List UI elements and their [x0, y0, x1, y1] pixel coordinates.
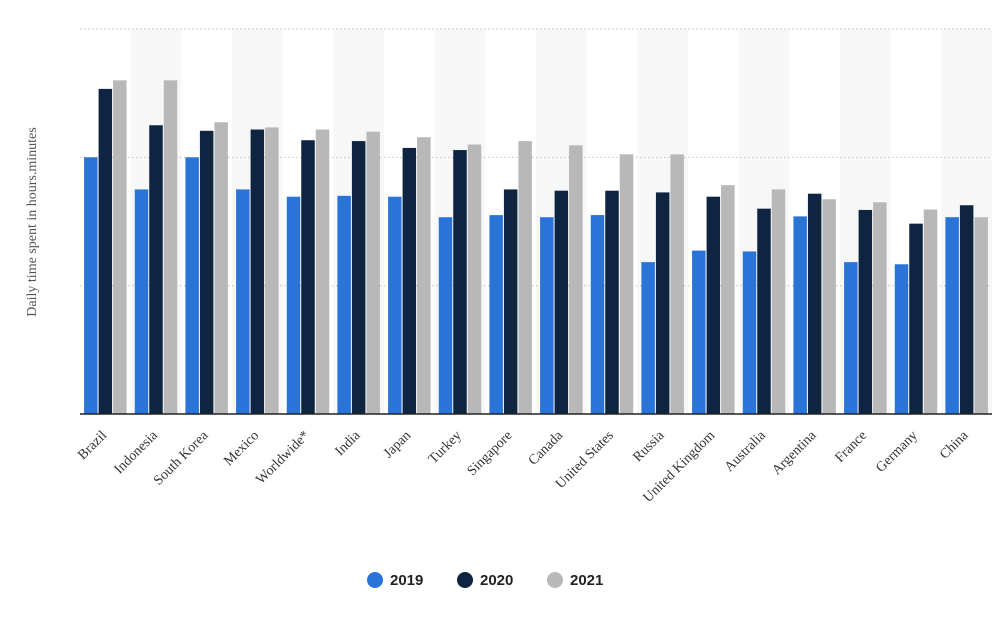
- bar-2019[interactable]: [945, 217, 959, 414]
- bar-2019[interactable]: [185, 157, 199, 415]
- bar-2019[interactable]: [742, 251, 757, 414]
- bar-2019[interactable]: [388, 196, 402, 414]
- x-tick-label: Mexico: [221, 428, 262, 469]
- bar-2020[interactable]: [959, 205, 974, 414]
- x-tick-label: Singapore: [465, 428, 516, 479]
- x-tick-label: Germany: [873, 428, 920, 475]
- bar-2019[interactable]: [84, 157, 98, 415]
- bar-2020[interactable]: [605, 190, 619, 414]
- bars: [84, 80, 988, 415]
- bar-2019[interactable]: [590, 215, 605, 414]
- bar-2021[interactable]: [518, 141, 532, 415]
- x-tick-label: South Korea: [151, 428, 212, 489]
- bar-2020[interactable]: [706, 196, 721, 414]
- bar-2019[interactable]: [236, 189, 250, 414]
- gridlines: [80, 28, 992, 287]
- bar-2021[interactable]: [417, 137, 431, 414]
- legend[interactable]: 2019 2020 2021: [367, 572, 603, 589]
- bar-2021[interactable]: [974, 217, 988, 414]
- bar-2020[interactable]: [301, 140, 315, 414]
- bar-2020[interactable]: [757, 208, 771, 414]
- legend-label: 2021: [570, 572, 603, 589]
- x-tick-label: Brazil: [75, 428, 110, 463]
- legend-swatch: [367, 572, 383, 588]
- x-tick-label: Worldwide*: [254, 428, 313, 487]
- legend-swatch: [547, 572, 563, 588]
- x-tick-label: Australia: [722, 428, 769, 475]
- y-axis-label: Daily time spent in hours.minutes: [25, 127, 40, 316]
- x-tick-label: Indonesia: [112, 428, 162, 478]
- bar-2020[interactable]: [402, 147, 417, 414]
- bar-2020[interactable]: [503, 189, 518, 414]
- x-tick-label: China: [937, 428, 972, 463]
- bar-2020[interactable]: [554, 190, 569, 414]
- bar-2021[interactable]: [569, 145, 583, 414]
- bar-2021[interactable]: [214, 122, 228, 414]
- bar-2019[interactable]: [438, 217, 453, 414]
- bar-2020[interactable]: [149, 125, 163, 414]
- bar-2019[interactable]: [337, 195, 351, 414]
- bar-2021[interactable]: [265, 127, 279, 414]
- legend-item-2019[interactable]: 2019: [367, 572, 423, 589]
- x-tick-label: France: [833, 428, 871, 466]
- bar-2021[interactable]: [771, 189, 786, 414]
- bar-2021[interactable]: [315, 129, 330, 414]
- bar-2020[interactable]: [351, 141, 366, 415]
- bar-2021[interactable]: [670, 154, 684, 415]
- bar-2020[interactable]: [655, 192, 670, 414]
- x-tick-label: India: [333, 428, 365, 460]
- bar-2020[interactable]: [858, 209, 873, 414]
- bar-2019[interactable]: [894, 264, 909, 414]
- legend-swatch: [457, 572, 473, 588]
- bar-2019[interactable]: [692, 250, 706, 414]
- bar-2021[interactable]: [873, 202, 887, 414]
- bar-2020[interactable]: [909, 223, 923, 414]
- bar-2021[interactable]: [923, 209, 938, 414]
- bar-2020[interactable]: [199, 130, 214, 415]
- legend-item-2021[interactable]: 2021: [547, 572, 603, 589]
- bar-2019[interactable]: [793, 216, 807, 414]
- x-tick-label: Japan: [381, 428, 414, 461]
- bar-2021[interactable]: [721, 185, 735, 414]
- bar-2020[interactable]: [98, 88, 113, 414]
- bar-2021[interactable]: [467, 144, 482, 415]
- bar-2021[interactable]: [113, 80, 127, 414]
- x-tick-label: Russia: [630, 428, 668, 466]
- bar-2021[interactable]: [163, 80, 178, 414]
- legend-item-2020[interactable]: 2020: [457, 572, 513, 589]
- bar-2020[interactable]: [453, 150, 467, 415]
- bar-2019[interactable]: [286, 196, 301, 414]
- x-tick-label: Canada: [526, 428, 567, 469]
- bar-2020[interactable]: [807, 193, 822, 414]
- bar-2019[interactable]: [134, 189, 149, 414]
- bar-2019[interactable]: [641, 262, 655, 414]
- bar-2020[interactable]: [250, 129, 265, 414]
- bar-2021[interactable]: [366, 131, 380, 414]
- bar-2021[interactable]: [619, 154, 634, 415]
- bar-2021[interactable]: [822, 199, 836, 414]
- bar-2019[interactable]: [844, 262, 858, 414]
- bar-2019[interactable]: [489, 215, 503, 414]
- legend-label: 2020: [480, 572, 513, 589]
- x-tick-label: Argentina: [769, 428, 820, 479]
- bar-2019[interactable]: [540, 217, 554, 414]
- legend-label: 2019: [390, 572, 423, 589]
- x-tick-label: Turkey: [426, 428, 465, 467]
